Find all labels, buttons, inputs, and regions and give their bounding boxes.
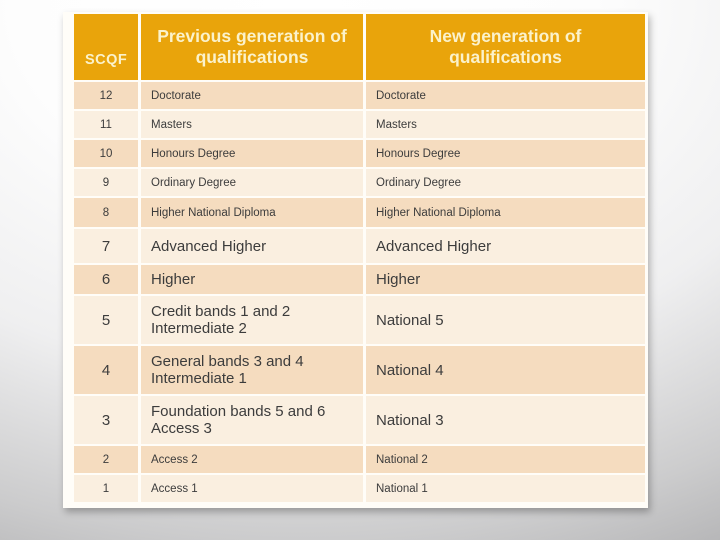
new-qualification-cell: Masters <box>366 111 645 138</box>
previous-qualification-cell: Higher <box>141 265 363 294</box>
previous-qualification-cell: Foundation bands 5 and 6 Access 3 <box>141 396 363 444</box>
level-cell: 9 <box>74 169 138 196</box>
previous-qualification-cell: Advanced Higher <box>141 229 363 263</box>
new-qualification-cell: Doctorate <box>366 82 645 109</box>
header-new-generation: New generation of qualifications <box>366 14 645 80</box>
previous-qualification-cell: Access 2 <box>141 446 363 473</box>
table-row-level-3: 3 Foundation bands 5 and 6 Access 3 Nati… <box>74 396 645 444</box>
previous-qualification-cell: Honours Degree <box>141 140 363 167</box>
previous-qualification-cell: Masters <box>141 111 363 138</box>
new-qualification-cell: Advanced Higher <box>366 229 645 263</box>
table-header-row: SCQF Previous generation of qualificatio… <box>74 14 645 80</box>
level-cell: 7 <box>74 229 138 263</box>
level-cell: 8 <box>74 198 138 227</box>
previous-qualification-cell: Credit bands 1 and 2 Intermediate 2 <box>141 296 363 344</box>
table-row-level-5: 5 Credit bands 1 and 2 Intermediate 2 Na… <box>74 296 645 344</box>
table-row-level-10: 10 Honours Degree Honours Degree <box>74 140 645 167</box>
level-cell: 11 <box>74 111 138 138</box>
table-row-level-7: 7 Advanced Higher Advanced Higher <box>74 229 645 263</box>
new-qualification-cell: National 5 <box>366 296 645 344</box>
header-previous-generation: Previous generation of qualifications <box>141 14 363 80</box>
level-cell: 3 <box>74 396 138 444</box>
table-row-level-4: 4 General bands 3 and 4 Intermediate 1 N… <box>74 346 645 394</box>
previous-qualification-cell: General bands 3 and 4 Intermediate 1 <box>141 346 363 394</box>
previous-qualification-cell: Doctorate <box>141 82 363 109</box>
level-cell: 2 <box>74 446 138 473</box>
table-row-level-9: 9 Ordinary Degree Ordinary Degree <box>74 169 645 196</box>
new-qualification-cell: Higher National Diploma <box>366 198 645 227</box>
level-cell: 6 <box>74 265 138 294</box>
previous-qualification-cell: Higher National Diploma <box>141 198 363 227</box>
qualifications-table: SCQF Previous generation of qualificatio… <box>71 12 648 504</box>
new-qualification-cell: Honours Degree <box>366 140 645 167</box>
new-qualification-cell: National 1 <box>366 475 645 502</box>
header-scqf: SCQF <box>74 14 138 80</box>
scqf-qualifications-table: SCQF Previous generation of qualificatio… <box>63 12 648 508</box>
level-cell: 12 <box>74 82 138 109</box>
table-row-level-12: 12 Doctorate Doctorate <box>74 82 645 109</box>
new-qualification-cell: National 2 <box>366 446 645 473</box>
new-qualification-cell: Higher <box>366 265 645 294</box>
level-cell: 5 <box>74 296 138 344</box>
new-qualification-cell: National 3 <box>366 396 645 444</box>
table-row-level-2: 2 Access 2 National 2 <box>74 446 645 473</box>
level-cell: 10 <box>74 140 138 167</box>
table-row-level-8: 8 Higher National Diploma Higher Nationa… <box>74 198 645 227</box>
table-row-level-6: 6 Higher Higher <box>74 265 645 294</box>
new-qualification-cell: Ordinary Degree <box>366 169 645 196</box>
table-row-level-11: 11 Masters Masters <box>74 111 645 138</box>
new-qualification-cell: National 4 <box>366 346 645 394</box>
previous-qualification-cell: Ordinary Degree <box>141 169 363 196</box>
level-cell: 1 <box>74 475 138 502</box>
previous-qualification-cell: Access 1 <box>141 475 363 502</box>
table-row-level-1: 1 Access 1 National 1 <box>74 475 645 502</box>
level-cell: 4 <box>74 346 138 394</box>
